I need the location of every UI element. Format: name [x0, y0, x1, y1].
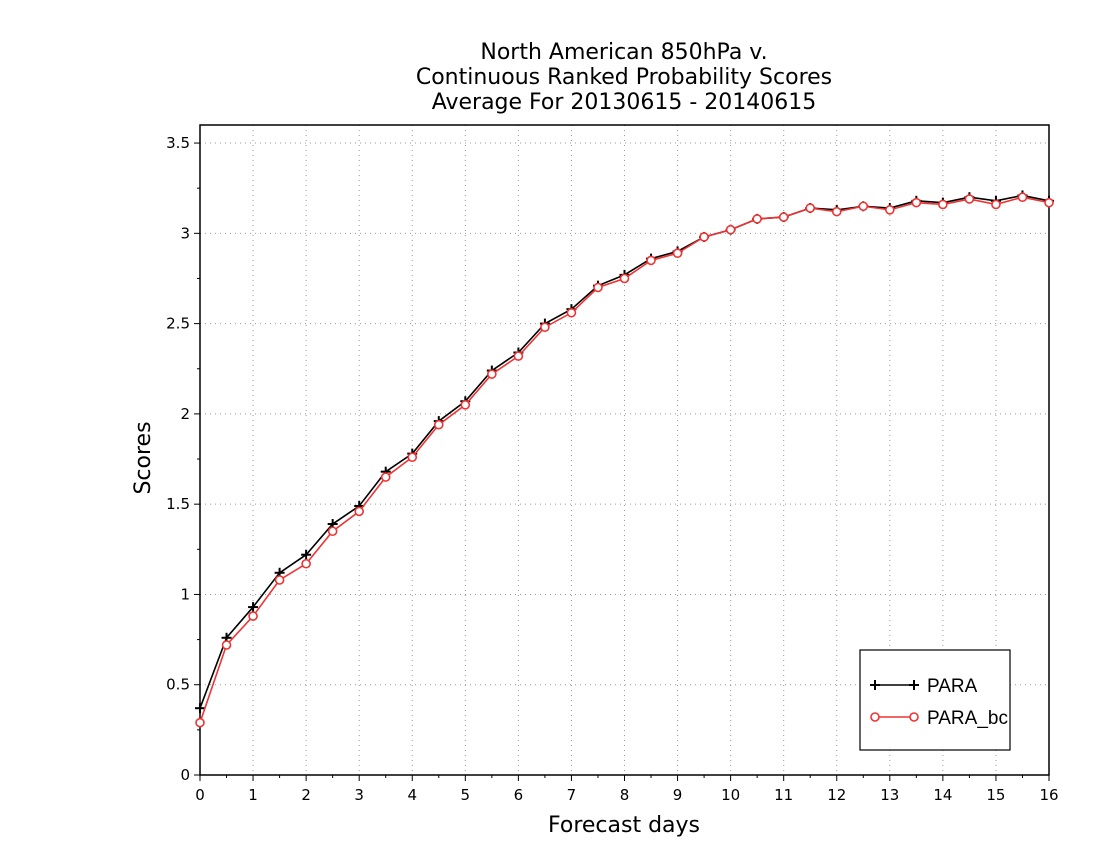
legend-marker-para	[870, 680, 880, 690]
chart-title-line-2: Continuous Ranked Probability Scores	[416, 65, 832, 90]
data-point-para-bc	[938, 199, 948, 210]
data-point-para-bc	[354, 506, 364, 517]
x-tick-label: 2	[301, 786, 311, 804]
data-point-para-bc	[1044, 197, 1054, 208]
data-point-para-bc	[460, 400, 471, 410]
x-tick-label: 15	[986, 786, 1005, 804]
data-point-para-bc	[513, 351, 524, 361]
data-point-para-bc	[566, 307, 577, 318]
legend: PARA PARA_bc	[859, 649, 1011, 751]
chart-title-line-1: North American 850hPa v.	[480, 40, 767, 65]
data-point-para-bc	[327, 526, 338, 537]
data-point-para-bc	[699, 232, 709, 242]
x-tick-label: 8	[620, 786, 630, 804]
x-axis: 0 1 2 3 4 5 6 7 8 9 10 11 12 13 14 15 16	[195, 775, 1059, 804]
y-tick-label: 1.5	[166, 495, 190, 513]
data-point-para-bc	[487, 369, 497, 379]
data-point-para-bc	[301, 558, 311, 569]
data-point-para-bc	[831, 206, 842, 217]
x-tick-label: 13	[880, 786, 899, 804]
x-tick-label: 16	[1039, 786, 1058, 804]
x-tick-label: 14	[933, 786, 952, 804]
y-tick-label: 3	[180, 224, 190, 242]
legend-marker-para-bc	[870, 712, 880, 722]
data-point-para-bc	[248, 611, 258, 621]
data-point-para-bc	[274, 575, 285, 585]
data-point-para-bc	[195, 717, 205, 728]
legend-box	[859, 649, 1011, 751]
y-axis: 0 0.5 1 1.5 2 2.5 3 3.5	[166, 134, 200, 784]
y-tick-label: 2	[180, 405, 190, 423]
data-point-para-bc	[433, 419, 444, 430]
data-point-para-bc	[911, 197, 922, 208]
x-tick-label: 12	[827, 786, 846, 804]
data-point-para-bc	[752, 214, 762, 224]
data-point-para	[195, 703, 205, 714]
y-tick-label: 3.5	[166, 134, 190, 152]
chart-title-line-3: Average For 20130615 - 20140615	[432, 90, 817, 115]
legend-markers-para-bc	[870, 712, 919, 722]
legend-label-para: PARA	[927, 676, 978, 697]
x-axis-label: Forecast days	[548, 813, 700, 838]
data-point-para-bc	[380, 472, 391, 482]
legend-marker-para	[909, 680, 919, 690]
x-tick-label: 10	[721, 786, 740, 804]
data-point-para-bc	[778, 212, 789, 222]
y-axis-label: Scores	[131, 421, 156, 494]
x-tick-label: 5	[461, 786, 471, 804]
y-tick-label: 0.5	[166, 676, 190, 694]
chart-title: North American 850hPa v. Continuous Rank…	[416, 40, 832, 115]
legend-markers-para	[870, 680, 919, 690]
series-markers-para-bc	[195, 192, 1054, 728]
data-point-para-bc	[805, 203, 816, 213]
y-tick-label: 2.5	[166, 315, 190, 333]
data-point-para-bc	[672, 248, 683, 258]
legend-label-para-bc: PARA_bc	[927, 708, 1008, 729]
data-point-para-bc	[991, 199, 1001, 210]
data-point-para-bc	[619, 273, 630, 284]
data-point-para-bc	[885, 205, 895, 215]
data-point-para-bc	[221, 640, 232, 650]
x-tick-label: 11	[774, 786, 793, 804]
data-point-para-bc	[407, 452, 418, 463]
data-point-para-bc	[964, 194, 975, 204]
data-point-para-bc	[593, 282, 603, 293]
legend-marker-para-bc	[909, 712, 919, 722]
x-tick-label: 1	[248, 786, 258, 804]
y-tick-label: 0	[180, 766, 190, 784]
data-point-para-bc	[540, 322, 550, 333]
data-point-para-bc	[858, 201, 869, 212]
data-point-para-bc	[646, 255, 656, 266]
x-tick-label: 3	[354, 786, 364, 804]
x-tick-label: 4	[407, 786, 417, 804]
x-tick-label: 9	[673, 786, 683, 804]
y-tick-label: 1	[180, 585, 190, 603]
data-point-para-bc	[1017, 192, 1028, 203]
data-point-para	[248, 602, 259, 613]
data-point-para-bc	[725, 224, 736, 235]
x-tick-label: 7	[567, 786, 577, 804]
data-point-para	[301, 549, 312, 560]
series-markers-para	[195, 190, 1054, 714]
x-tick-label: 0	[195, 786, 205, 804]
series-layer	[195, 190, 1054, 728]
x-tick-label: 6	[514, 786, 524, 804]
